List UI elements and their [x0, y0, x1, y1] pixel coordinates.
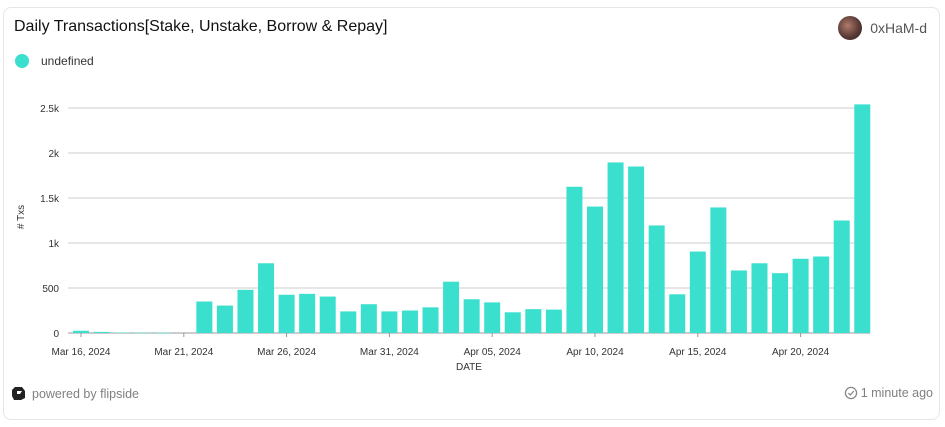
- bar[interactable]: [319, 296, 336, 333]
- bar[interactable]: [401, 310, 418, 334]
- x-tick-label: Mar 31, 2024: [360, 347, 419, 358]
- bar[interactable]: [196, 301, 213, 334]
- bar[interactable]: [545, 309, 562, 333]
- bar[interactable]: [833, 220, 850, 334]
- bar[interactable]: [237, 289, 254, 333]
- bar[interactable]: [73, 330, 89, 333]
- flipside-logo-icon: [12, 387, 25, 400]
- bar[interactable]: [114, 332, 131, 334]
- bar[interactable]: [278, 294, 295, 333]
- y-axis-label: # Txs: [16, 205, 27, 229]
- x-tick-label: Mar 16, 2024: [52, 347, 111, 358]
- x-tick-label: Apr 20, 2024: [772, 347, 830, 358]
- check-circle-icon: [844, 386, 857, 400]
- bar[interactable]: [689, 251, 706, 333]
- bar[interactable]: [730, 270, 747, 333]
- y-tick-label: 2k: [48, 149, 60, 160]
- bar[interactable]: [443, 281, 460, 333]
- y-tick-label: 500: [42, 284, 59, 295]
- author[interactable]: 0xHaM-d: [838, 16, 927, 40]
- powered-by-link[interactable]: powered by flipside: [11, 386, 139, 401]
- bar[interactable]: [134, 332, 151, 334]
- powered-by-text[interactable]: powered by flipside: [32, 386, 140, 401]
- x-tick-label: Apr 15, 2024: [669, 347, 727, 358]
- bar[interactable]: [751, 263, 768, 333]
- bar[interactable]: [710, 207, 727, 333]
- legend-swatch[interactable]: [15, 54, 29, 68]
- chart-title: Daily Transactions[Stake, Unstake, Borro…: [14, 18, 388, 35]
- bar[interactable]: [340, 311, 357, 333]
- x-axis-label: DATE: [456, 362, 482, 373]
- bar[interactable]: [299, 293, 316, 333]
- bar[interactable]: [648, 225, 665, 333]
- refresh-status: 1 minute ago: [844, 386, 933, 400]
- bars: [73, 104, 871, 334]
- bar[interactable]: [155, 332, 172, 334]
- bar[interactable]: [792, 258, 809, 333]
- x-tick-label: Mar 21, 2024: [154, 347, 213, 358]
- x-tick-label: Mar 26, 2024: [257, 347, 316, 358]
- updated-time: 1 minute ago: [860, 386, 933, 400]
- legend[interactable]: undefined: [15, 54, 94, 68]
- x-axis-ticks: Mar 16, 2024 Mar 21, 2024 Mar 26, 2024 Mar …: [52, 333, 830, 358]
- bar[interactable]: [854, 104, 871, 334]
- y-tick-label: 0: [53, 329, 59, 340]
- bar[interactable]: [587, 206, 603, 333]
- legend-label[interactable]: undefined: [41, 54, 94, 68]
- username[interactable]: 0xHaM-d: [870, 20, 927, 36]
- bar[interactable]: [484, 302, 501, 333]
- bar[interactable]: [669, 294, 686, 333]
- bar[interactable]: [360, 304, 377, 333]
- y-tick-label: 1k: [48, 239, 60, 250]
- bar[interactable]: [258, 263, 275, 333]
- y-tick-label: 2.5k: [40, 104, 60, 115]
- bar[interactable]: [525, 309, 542, 333]
- bar[interactable]: [463, 299, 480, 333]
- bar[interactable]: [381, 311, 398, 333]
- bar[interactable]: [216, 305, 233, 333]
- x-tick-label: Apr 05, 2024: [464, 347, 522, 358]
- chart-card: Daily Transactions[Stake, Unstake, Borro…: [3, 7, 940, 420]
- avatar[interactable]: [838, 16, 863, 40]
- y-axis-ticks: 0 500 1k 1.5k 2k 2.5k: [40, 104, 60, 340]
- bar[interactable]: [93, 331, 110, 333]
- bar[interactable]: [422, 307, 439, 333]
- bar[interactable]: [566, 186, 583, 333]
- x-tick-label: Apr 10, 2024: [566, 347, 624, 358]
- bar[interactable]: [628, 166, 645, 334]
- bar[interactable]: [813, 256, 830, 334]
- y-tick-label: 1.5k: [40, 194, 60, 205]
- bar[interactable]: [772, 273, 789, 333]
- bar[interactable]: [607, 162, 624, 333]
- bar[interactable]: [504, 312, 521, 333]
